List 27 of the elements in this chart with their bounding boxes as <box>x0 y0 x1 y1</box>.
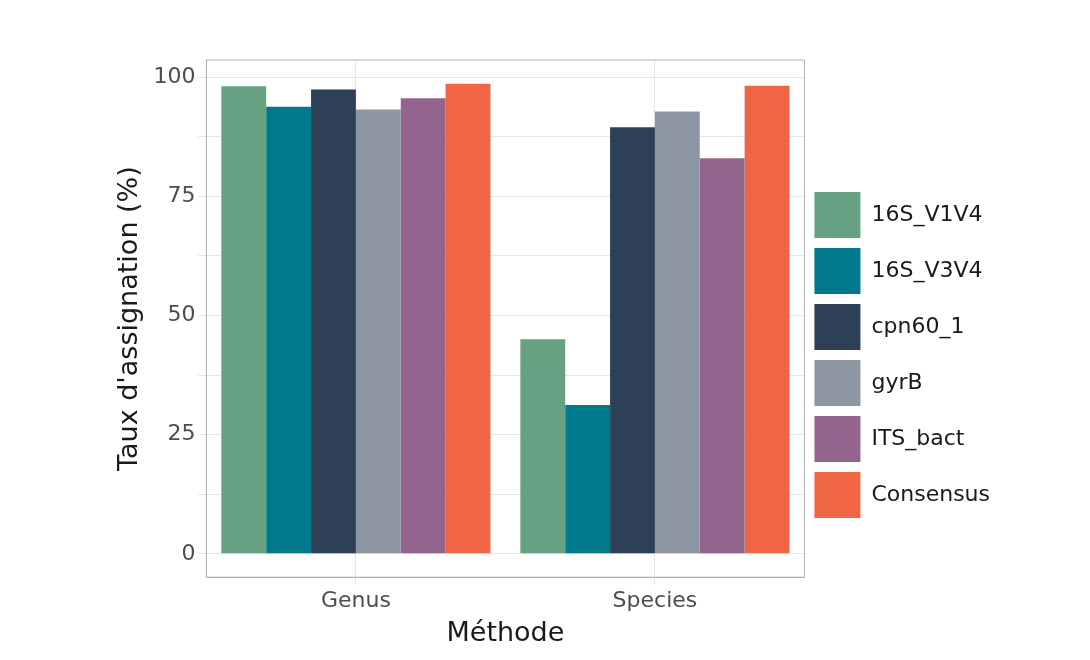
bar <box>445 83 491 554</box>
legend-label: ITS_bact <box>871 424 965 451</box>
bar <box>355 109 401 554</box>
x-tick-label: Species <box>612 587 698 613</box>
legend-label: 16S_V3V4 <box>871 256 983 283</box>
legend-label: cpn60_1 <box>871 312 965 339</box>
legend-label: Consensus <box>871 480 991 506</box>
bar <box>744 85 790 554</box>
y-tick-label: 25 <box>167 420 196 446</box>
y-tick-label: 75 <box>167 182 196 208</box>
y-axis-title: Taux d'assignation (%) <box>112 166 144 473</box>
bar <box>520 339 566 554</box>
legend-label: 16S_V1V4 <box>871 200 983 227</box>
bar <box>565 405 611 554</box>
bar <box>610 127 655 554</box>
bar <box>400 98 446 554</box>
y-tick-label: 100 <box>153 62 196 88</box>
x-tick-label: Genus <box>320 587 391 613</box>
x-axis-title: Méthode <box>446 615 565 647</box>
bar <box>221 86 267 554</box>
y-tick-label: 50 <box>167 301 196 327</box>
y-tick-label: 0 <box>181 539 196 565</box>
legend-label: gyrB <box>871 368 923 394</box>
bar <box>699 158 745 554</box>
bar <box>266 106 312 554</box>
bar <box>654 111 700 554</box>
bar <box>311 89 356 554</box>
